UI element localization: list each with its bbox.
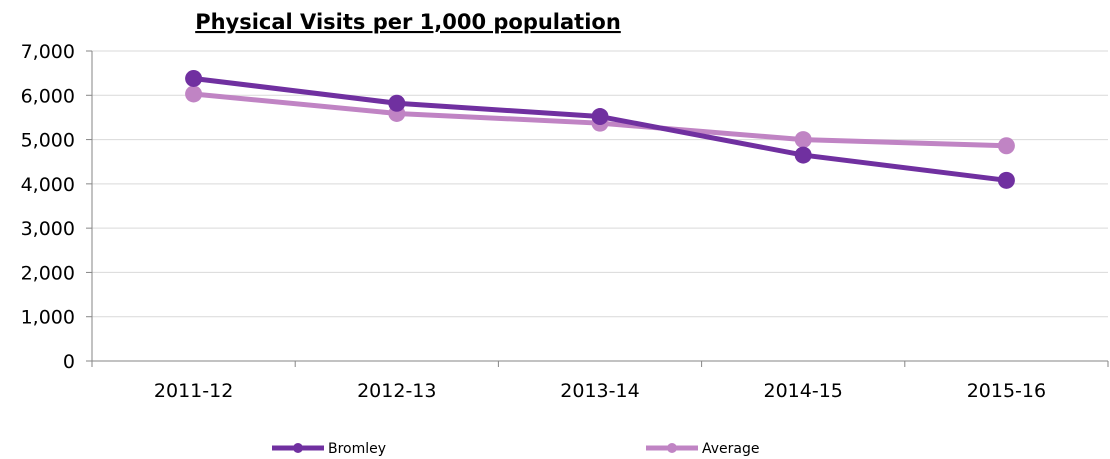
y-tick-label: 3,000	[21, 218, 75, 240]
x-tick-label: 2014-15	[764, 380, 843, 402]
legend-marker-average	[667, 443, 677, 453]
data-point-average	[997, 137, 1015, 155]
legend-marker-bromley	[293, 443, 303, 453]
legend-label-bromley: Bromley	[328, 441, 386, 457]
data-point-average	[185, 85, 203, 103]
y-tick-label: 4,000	[21, 174, 75, 196]
y-tick-label: 6,000	[21, 85, 75, 107]
y-tick-label: 2,000	[21, 262, 75, 284]
series-group	[185, 69, 1015, 189]
data-point-bromley	[794, 146, 812, 164]
x-tick-label: 2015-16	[967, 380, 1046, 402]
x-tick-label: 2013-14	[560, 380, 639, 402]
x-axis-ticks: 2011-12 2012-13 2013-14 2014-15 2015-16	[154, 380, 1046, 402]
data-point-bromley	[591, 108, 609, 126]
data-point-bromley	[997, 171, 1015, 189]
legend: Bromley Average	[272, 441, 760, 457]
axes	[86, 50, 1109, 367]
x-tick-label: 2011-12	[154, 380, 233, 402]
y-tick-label: 7,000	[21, 41, 75, 63]
legend-label-average: Average	[702, 441, 760, 457]
y-axis-ticks: 0 1,000 2,000 3,000 4,000 5,000 6,000 7,000	[21, 41, 75, 373]
data-point-bromley	[388, 94, 406, 112]
data-point-average	[794, 131, 812, 149]
y-tick-label: 0	[63, 351, 75, 373]
x-tick-label: 2012-13	[357, 380, 436, 402]
gridlines	[92, 50, 1108, 318]
data-point-bromley	[185, 69, 203, 87]
y-tick-label: 5,000	[21, 130, 75, 152]
y-tick-label: 1,000	[21, 307, 75, 329]
chart-title: Physical Visits per 1,000 population	[195, 10, 621, 34]
